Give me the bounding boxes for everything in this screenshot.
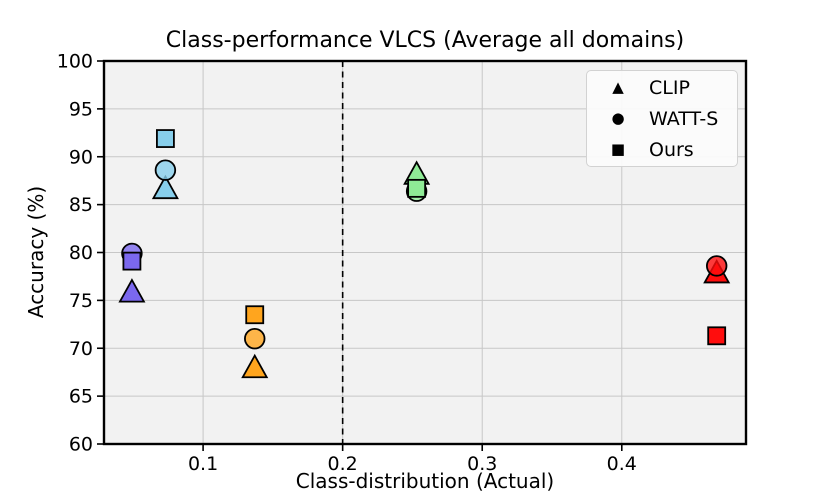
legend-label: CLIP [649,76,690,99]
marker-CLIP-class-1 [118,278,146,303]
marker-Ours-class-4 [407,178,427,198]
y-tick-label: 85 [69,194,93,216]
x-tick-label: 0.2 [328,453,358,475]
marker-Ours-class-2 [156,129,175,148]
legend: ▲ CLIP ● WATT-S ■ Ours [586,70,738,167]
y-tick-label: 100 [57,51,93,73]
marker-CLIP-class-2 [151,174,179,200]
marker-WATT-S-class-3 [244,327,266,350]
legend-item-ours: ■ Ours [587,134,737,165]
square-icon: ■ [610,140,626,158]
y-axis-label: Accuracy (%) [24,185,48,319]
legend-label: Ours [649,138,694,161]
y-tick-label: 65 [69,386,93,408]
x-tick-label: 0.4 [607,453,637,475]
y-tick-label: 70 [69,338,93,360]
chart-title: Class-performance VLCS (Average all doma… [165,28,685,53]
y-tick-label: 75 [69,290,93,312]
x-tick-label: 0.1 [188,453,218,475]
y-tick-label: 90 [69,146,93,168]
y-tick-label: 60 [69,434,93,456]
y-tick-label: 80 [69,242,93,264]
marker-CLIP-class-3 [241,353,269,379]
circle-icon: ● [611,109,625,127]
y-tick-label: 95 [69,98,93,120]
legend-item-clip: ▲ CLIP [587,72,737,103]
marker-WATT-S-class-2 [154,159,177,181]
marker-Ours-class-3 [245,305,265,325]
marker-Ours-class-1 [122,251,142,271]
x-axis-label: Class-distribution (Actual) [295,469,555,493]
legend-item-watt-s: ● WATT-S [587,103,737,134]
legend-label: WATT-S [649,107,719,130]
marker-WATT-S-class-5 [705,255,728,277]
marker-Ours-class-5 [707,326,727,346]
x-tick-label: 0.3 [467,453,497,475]
triangle-icon: ▲ [612,78,624,96]
